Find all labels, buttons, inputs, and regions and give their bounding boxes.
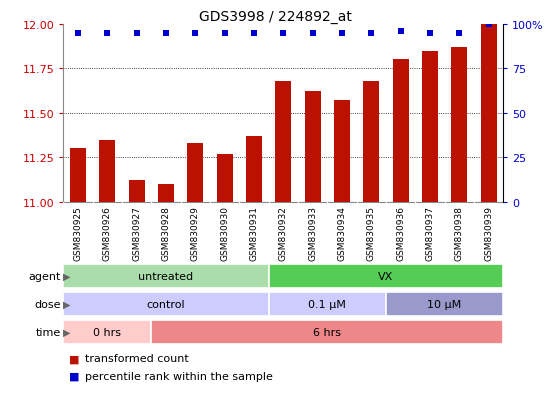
Text: VX: VX (378, 271, 394, 282)
Bar (386, 292, 503, 316)
Text: GDS3998 / 224892_at: GDS3998 / 224892_at (199, 10, 351, 24)
Bar (63, 292, 268, 316)
Bar (151, 320, 503, 344)
Text: 10 μM: 10 μM (427, 299, 461, 309)
Bar (217, 154, 233, 202)
Bar (393, 60, 409, 202)
Point (74, 30, 82, 37)
Bar (99, 140, 116, 202)
Text: control: control (147, 299, 185, 309)
Text: GSM830931: GSM830931 (249, 205, 258, 260)
Bar (129, 181, 145, 202)
Text: GSM830928: GSM830928 (161, 205, 170, 260)
Bar (268, 264, 503, 289)
Text: GSM830935: GSM830935 (367, 205, 376, 260)
Point (367, 30, 376, 37)
Text: ▶: ▶ (63, 271, 71, 282)
Text: dose: dose (34, 299, 60, 309)
Point (250, 30, 258, 37)
Bar (158, 185, 174, 202)
Point (338, 30, 346, 37)
Bar (481, 25, 497, 202)
Point (426, 30, 434, 37)
Text: 0 hrs: 0 hrs (94, 327, 121, 337)
Bar (63, 320, 151, 344)
Bar (305, 92, 321, 202)
Text: 0.1 μM: 0.1 μM (309, 299, 346, 309)
Bar (70, 149, 86, 202)
Bar (334, 101, 350, 202)
Text: GSM830938: GSM830938 (455, 205, 464, 260)
Point (103, 30, 112, 37)
Bar (246, 137, 262, 202)
Text: GSM830939: GSM830939 (484, 205, 493, 260)
Text: GSM830925: GSM830925 (73, 205, 82, 260)
Bar (268, 292, 386, 316)
Text: transformed count: transformed count (85, 354, 189, 363)
Bar (63, 264, 268, 289)
Point (455, 30, 464, 37)
Bar (187, 144, 204, 202)
Point (279, 30, 288, 37)
Point (484, 21, 493, 28)
Text: GSM830937: GSM830937 (425, 205, 435, 260)
Text: ■: ■ (69, 371, 79, 381)
Point (191, 30, 200, 37)
Text: percentile rank within the sample: percentile rank within the sample (85, 371, 273, 381)
Point (396, 28, 405, 35)
Text: ▶: ▶ (63, 299, 71, 309)
Text: untreated: untreated (139, 271, 194, 282)
Text: GSM830933: GSM830933 (308, 205, 317, 260)
Text: GSM830929: GSM830929 (191, 205, 200, 260)
Text: agent: agent (28, 271, 60, 282)
Text: time: time (35, 327, 60, 337)
Text: GSM830930: GSM830930 (220, 205, 229, 260)
Text: GSM830926: GSM830926 (103, 205, 112, 260)
Text: 6 hrs: 6 hrs (314, 327, 341, 337)
Point (162, 30, 170, 37)
Text: GSM830927: GSM830927 (132, 205, 141, 260)
Bar (363, 82, 379, 202)
Text: ■: ■ (69, 354, 79, 363)
Bar (451, 48, 468, 202)
Point (220, 30, 229, 37)
Bar (275, 82, 292, 202)
Text: GSM830936: GSM830936 (396, 205, 405, 260)
Point (132, 30, 141, 37)
Text: GSM830934: GSM830934 (337, 205, 346, 260)
Bar (422, 51, 438, 202)
Point (308, 30, 317, 37)
Text: ▶: ▶ (63, 327, 71, 337)
Text: GSM830932: GSM830932 (279, 205, 288, 260)
